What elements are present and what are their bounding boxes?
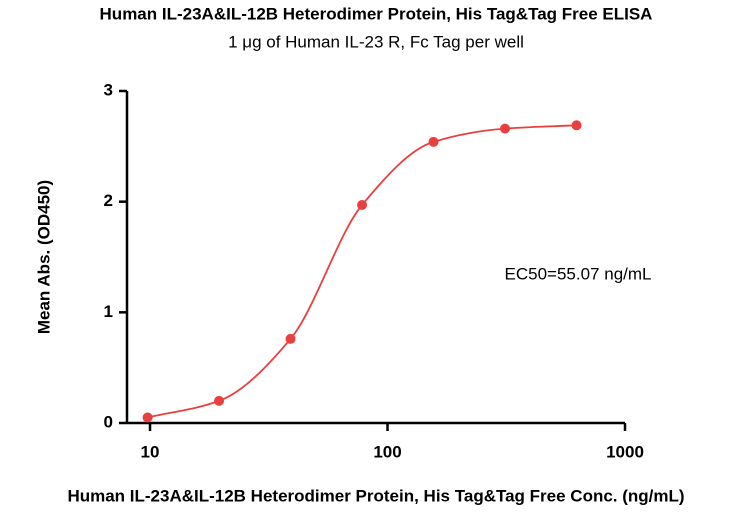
y-tick-label: 0	[104, 412, 113, 431]
data-point	[142, 412, 153, 423]
x-tick-label: 1000	[606, 442, 644, 461]
data-point	[214, 395, 225, 406]
chart-subtitle: 1 μg of Human IL-23 R, Fc Tag per well	[228, 32, 524, 51]
x-tick-label: 10	[141, 442, 160, 461]
annotation: EC50=55.07 ng/mL	[505, 264, 652, 283]
data-point	[428, 136, 439, 147]
y-tick-label: 1	[104, 302, 113, 321]
y-tick-label: 3	[104, 80, 113, 99]
x-tick-label: 100	[373, 442, 401, 461]
chart-title: Human IL-23A&IL-12B Heterodimer Protein,…	[100, 4, 653, 23]
x-axis-label: Human IL-23A&IL-12B Heterodimer Protein,…	[67, 486, 684, 505]
y-axis-label: Mean Abs. (OD450)	[34, 180, 53, 334]
y-tick-label: 2	[104, 191, 113, 210]
data-point	[285, 333, 296, 344]
data-point	[500, 123, 511, 134]
data-point	[571, 120, 582, 131]
data-point	[357, 199, 368, 210]
